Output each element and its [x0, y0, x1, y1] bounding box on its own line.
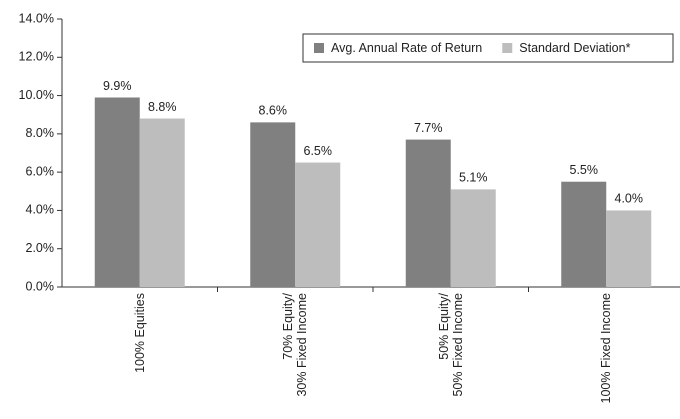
y-tick-label: 0.0%	[26, 279, 55, 293]
x-tick-label: 100% Fixed Income	[599, 293, 614, 404]
value-label: 5.1%	[459, 171, 488, 185]
bar	[295, 162, 341, 287]
bar	[450, 189, 496, 287]
legend-label: Avg. Annual Rate of Return	[331, 41, 482, 55]
legend-box	[302, 33, 674, 63]
y-tick-label: 14.0%	[19, 11, 54, 25]
y-tick-label: 4.0%	[26, 203, 55, 217]
y-tick-label: 12.0%	[19, 50, 54, 64]
value-label: 8.6%	[259, 104, 288, 118]
y-tick-label: 8.0%	[26, 126, 55, 140]
bar	[250, 122, 296, 287]
legend-swatch	[502, 43, 513, 53]
value-label: 4.0%	[615, 192, 644, 206]
value-label: 8.8%	[148, 100, 177, 114]
value-label: 9.9%	[103, 79, 132, 93]
bar	[94, 97, 140, 287]
bar	[606, 210, 652, 287]
value-label: 7.7%	[414, 121, 443, 135]
legend-swatch	[314, 43, 324, 53]
y-tick-label: 10.0%	[19, 88, 54, 102]
x-tick-label: 50% Equity/ 50% Fixed Income	[436, 293, 465, 397]
value-label: 5.5%	[570, 163, 599, 177]
bar	[405, 139, 451, 287]
bar	[561, 181, 607, 287]
legend-label: Standard Deviation*	[519, 41, 630, 55]
bar	[139, 118, 185, 288]
x-tick-label: 70% Equity/ 30% Fixed Income	[281, 293, 310, 397]
y-tick-label: 6.0%	[26, 164, 55, 178]
value-label: 6.5%	[304, 144, 333, 158]
x-tick-label: 100% Equities	[132, 293, 147, 373]
y-tick-label: 2.0%	[26, 241, 55, 255]
